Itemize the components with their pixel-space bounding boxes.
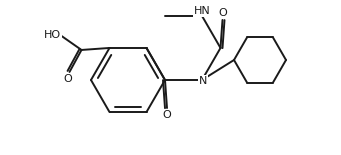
Text: O: O <box>63 74 72 84</box>
Text: O: O <box>218 8 227 18</box>
Text: HO: HO <box>44 30 61 40</box>
Text: N: N <box>199 76 207 86</box>
Text: O: O <box>163 110 172 120</box>
Text: HN: HN <box>194 6 210 16</box>
